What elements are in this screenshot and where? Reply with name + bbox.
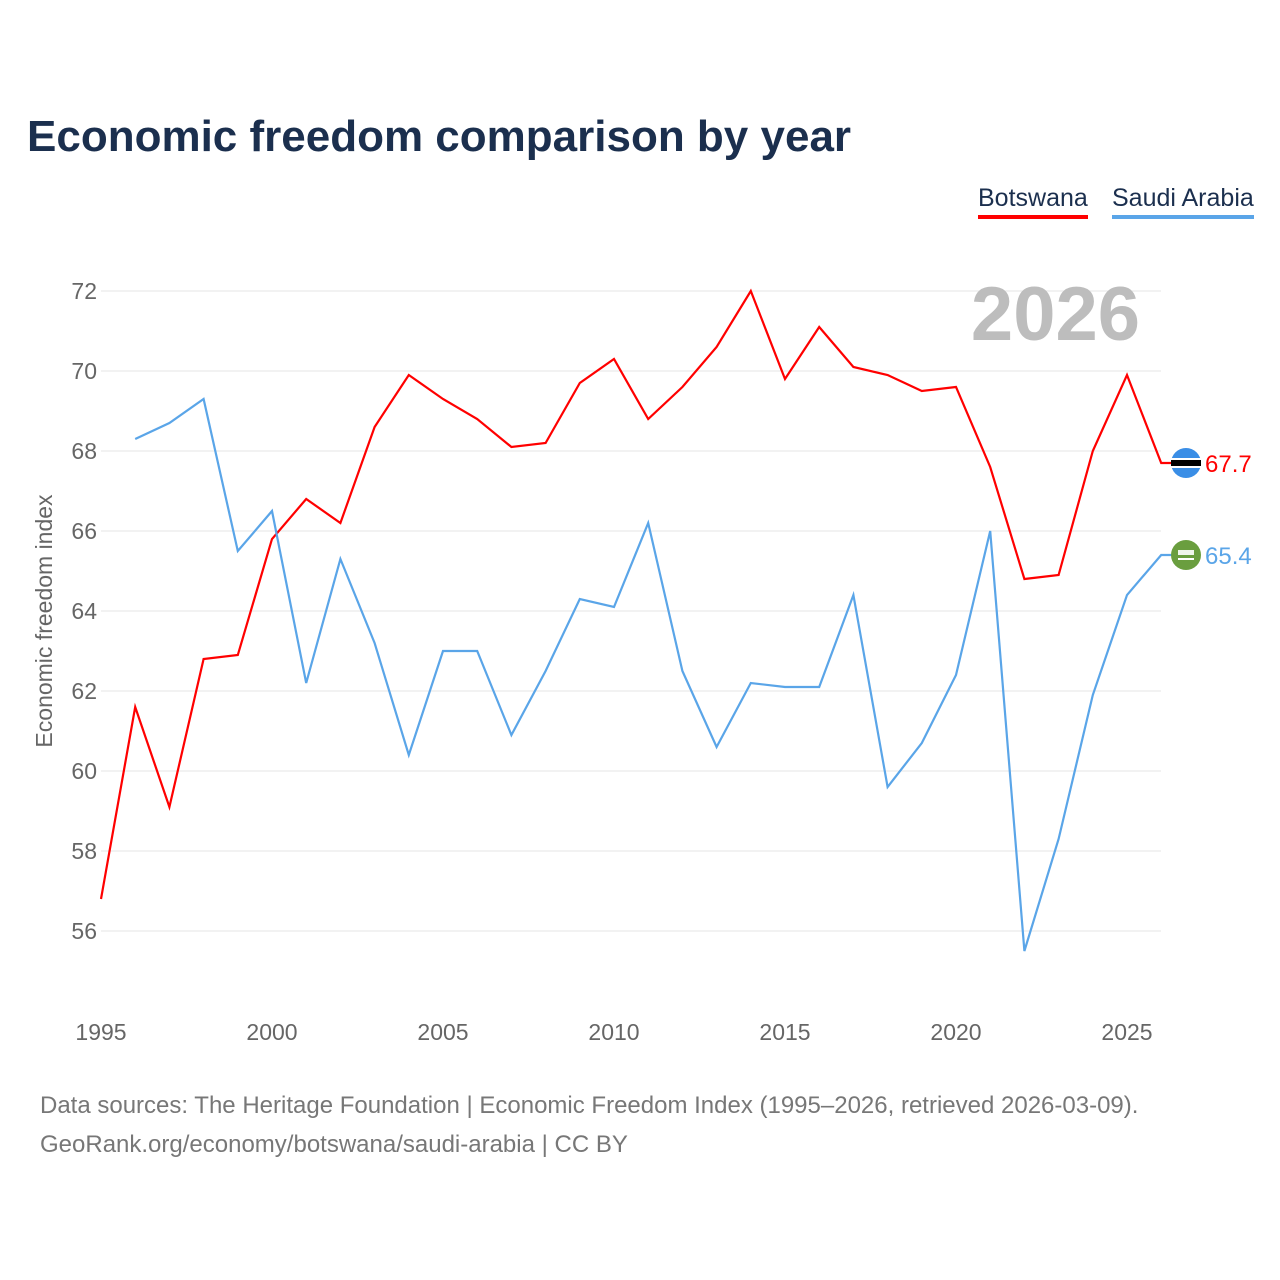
x-tick-label: 2015	[759, 1019, 810, 1045]
source-link[interactable]: GeoRank.org/economy/botswana/saudi-arabi…	[40, 1131, 628, 1158]
x-tick-label: 2020	[930, 1019, 981, 1045]
flag-sword	[1178, 558, 1194, 560]
end-value-label: 65.4	[1205, 543, 1252, 570]
x-tick-label: 2005	[417, 1019, 468, 1045]
source-line-1: Data sources: The Heritage Foundation | …	[40, 1092, 1139, 1119]
x-tick-label: 2010	[588, 1019, 639, 1045]
x-tick-label: 2000	[246, 1019, 297, 1045]
flag-script	[1178, 550, 1194, 555]
y-tick-label: 58	[71, 838, 97, 864]
x-tick-label: 2025	[1101, 1019, 1152, 1045]
y-tick-label: 56	[71, 918, 97, 944]
y-tick-label: 60	[71, 758, 97, 784]
y-tick-label: 70	[71, 358, 97, 384]
line-chart: 56 58 60 62 64 66 68 70 72 1995 2000 2005 2010 2015 20…	[31, 272, 1252, 1045]
x-tick-label: 1995	[75, 1019, 126, 1045]
y-axis-label: Economic freedom index	[31, 494, 57, 748]
legend-botswana[interactable]: Botswana	[978, 184, 1088, 219]
legend-saudi-arabia[interactable]: Saudi Arabia	[1112, 184, 1254, 219]
y-tick-label: 62	[71, 678, 97, 704]
end-value-label: 67.7	[1205, 451, 1252, 478]
y-tick-label: 72	[71, 278, 97, 304]
year-watermark: 2026	[971, 272, 1140, 357]
y-tick-label: 66	[71, 518, 97, 544]
source-note: Data sources: The Heritage Foundation | …	[40, 1086, 1138, 1164]
chart-title: Economic freedom comparison by year	[27, 112, 852, 161]
series-line-saudi-arabia	[134, 397, 1172, 952]
y-tick-label: 68	[71, 438, 97, 464]
y-tick-label: 64	[71, 598, 97, 624]
flag-stripe	[1171, 460, 1201, 466]
series-line-botswana	[99, 288, 1172, 900]
